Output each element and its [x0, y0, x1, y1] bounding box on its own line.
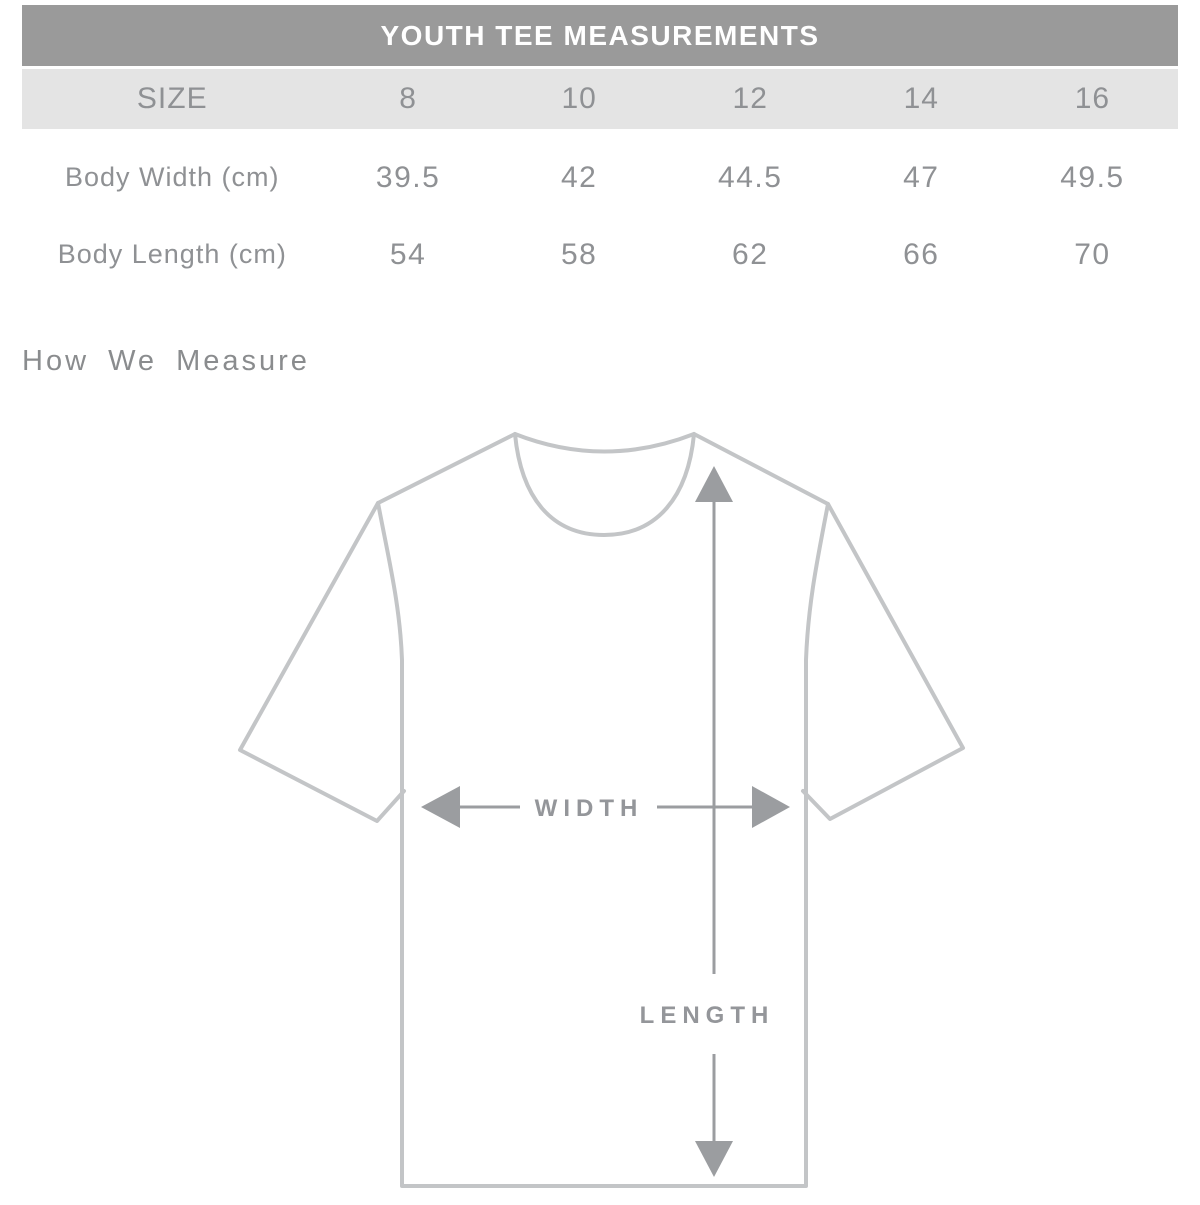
- cell-value: 44.5: [718, 160, 783, 194]
- table-body: Body Width (cm) 39.5 42 44.5 47 49.5 Bod…: [22, 129, 1178, 293]
- section-heading: How We Measure: [22, 345, 310, 377]
- width-arrow-left-head: [421, 786, 460, 828]
- collar-back-line: [513, 432, 696, 454]
- width-arrow: WIDTH: [421, 786, 790, 828]
- left-sleeve-outline: [238, 501, 406, 823]
- header-cell-size: SIZE: [136, 82, 208, 115]
- header-cell: 8: [399, 82, 417, 115]
- right-sleeve-outline: [801, 502, 965, 821]
- table-title-band: YOUTH TEE MEASUREMENTS: [22, 5, 1178, 66]
- cell-value: 39.5: [375, 160, 441, 194]
- length-arrow: LENGTH: [640, 466, 775, 1177]
- table-header-row: SIZE 8 10 12 14 16: [22, 69, 1178, 129]
- header-cell: 16: [1074, 82, 1111, 115]
- width-arrow-right-head: [752, 786, 790, 828]
- width-label: WIDTH: [535, 795, 644, 822]
- cell-value: 49.5: [1060, 160, 1125, 194]
- table-row: Body Length (cm) 54 58 62 66 70: [22, 216, 1178, 293]
- table-row: Body Width (cm) 39.5 42 44.5 47 49.5: [22, 139, 1178, 216]
- length-arrow-bottom-head: [695, 1141, 733, 1177]
- length-label: LENGTH: [640, 1002, 775, 1029]
- length-arrow-top-head: [695, 466, 733, 502]
- header-cell: 10: [561, 82, 597, 115]
- cell-value: 42: [560, 160, 598, 194]
- cell-value: 47: [903, 160, 940, 194]
- header-cell: 14: [903, 82, 939, 115]
- header-cell: 12: [732, 82, 768, 115]
- cell-value: 66: [903, 237, 940, 271]
- tshirt-outline: [376, 432, 830, 1188]
- cell-value: 58: [560, 237, 598, 271]
- size-chart-table: YOUTH TEE MEASUREMENTS SIZE 8 10 12 14 1…: [22, 5, 1178, 293]
- cell-value: 54: [389, 237, 427, 271]
- cell-value: 62: [732, 237, 769, 271]
- table-title: YOUTH TEE MEASUREMENTS: [380, 19, 820, 51]
- cell-value: 70: [1074, 237, 1111, 271]
- row-label: Body Width (cm): [65, 162, 280, 192]
- row-label: Body Length (cm): [57, 239, 287, 269]
